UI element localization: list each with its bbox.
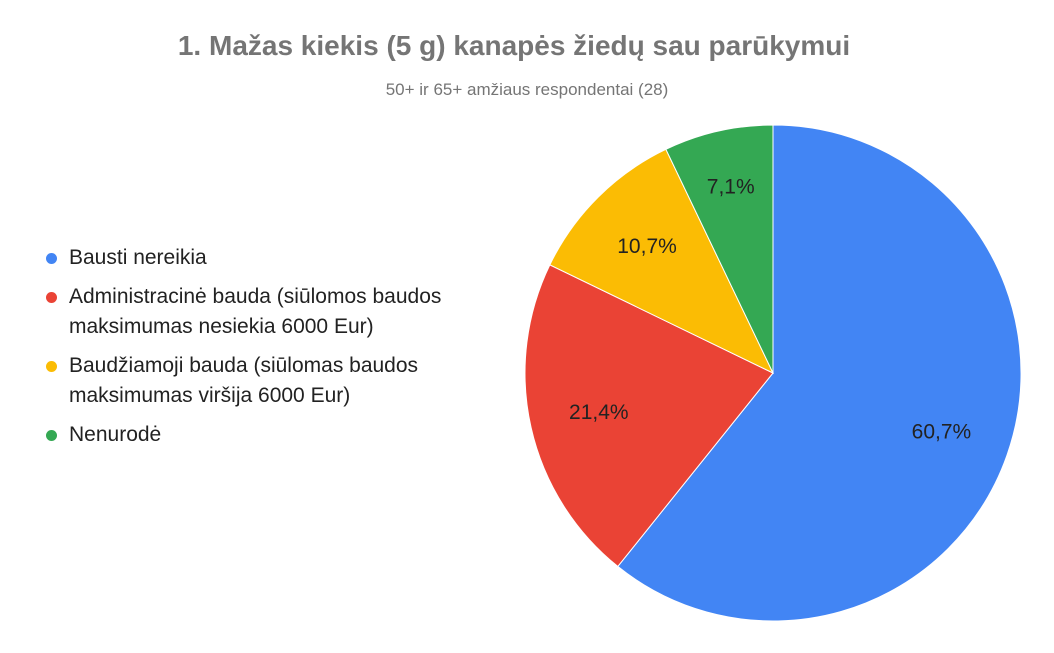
chart-subtitle: 50+ ir 65+ amžiaus respondentai (28) xyxy=(385,80,669,99)
slice-label-nenurode: 7,1% xyxy=(707,175,755,198)
slice-label-bausti-nereikia: 60,7% xyxy=(912,421,972,444)
slice-label-administracine-bauda: 21,4% xyxy=(569,401,629,424)
legend-marker-icon xyxy=(46,361,57,372)
pie-slice-administracine-bauda[interactable] xyxy=(524,264,774,568)
pie-slice-baudziamoji-bauda[interactable] xyxy=(549,148,775,375)
legend: Bausti nereikia Administracinė bauda (si… xyxy=(46,243,441,459)
legend-marker-icon xyxy=(46,292,57,303)
chart-title: 1. Mažas kiekis (5 g) kanapės žiedų sau … xyxy=(177,30,851,61)
legend-label: Administracinė bauda (siūlomos baudos ma… xyxy=(69,285,442,338)
legend-item-nenurode[interactable]: Nenurodė xyxy=(46,420,441,450)
legend-label: Bausti nereikia xyxy=(69,246,207,269)
pie-slice-bausti-nereikia[interactable] xyxy=(617,124,1022,622)
slice-label-baudziamoji-bauda: 10,7% xyxy=(617,235,677,258)
legend-marker-icon xyxy=(46,253,57,264)
legend-item-bausti-nereikia[interactable]: Bausti nereikia xyxy=(46,243,441,273)
legend-marker-icon xyxy=(46,430,57,441)
legend-item-baudziamoji-bauda[interactable]: Baudžiamoji bauda (siūlomas baudos maksi… xyxy=(46,351,441,411)
pie-slice-nenurode[interactable] xyxy=(665,124,774,374)
legend-label: Nenurodė xyxy=(69,423,162,446)
legend-label: Baudžiamoji bauda (siūlomas baudos maksi… xyxy=(69,354,419,407)
legend-item-administracine-bauda[interactable]: Administracinė bauda (siūlomos baudos ma… xyxy=(46,282,441,342)
